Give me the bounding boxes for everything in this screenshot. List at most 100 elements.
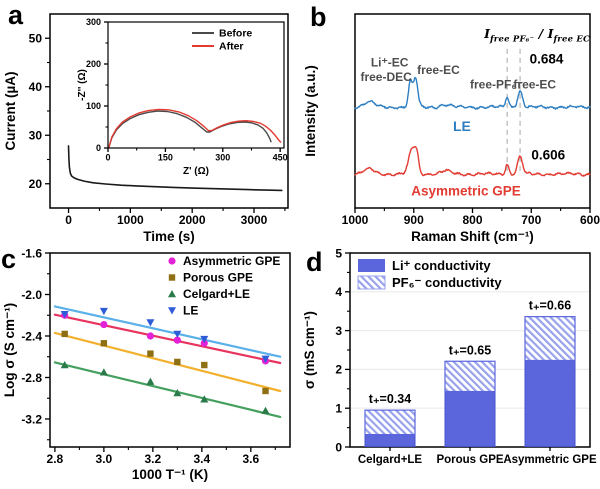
panel-letter-d: d <box>306 247 323 277</box>
point-porous-gpe <box>174 358 181 366</box>
point-le <box>200 335 209 344</box>
point-porous-gpe <box>262 387 269 395</box>
nyquist-before <box>108 110 272 148</box>
x-axis-label: Time (s) <box>143 229 195 244</box>
legend-label: LE <box>183 304 198 318</box>
x-tick-label: 300 <box>215 152 230 162</box>
y-tick-label: -2.8 <box>21 371 42 385</box>
y-tick-label: 4 <box>335 285 342 299</box>
y-tick-label: 200 <box>86 59 101 69</box>
fit-line-le <box>53 305 282 358</box>
legend-marker <box>168 257 176 265</box>
y-tick-label: 30 <box>29 129 43 143</box>
point-celgard-le <box>146 377 155 385</box>
point-porous-gpe <box>201 361 208 369</box>
y-tick-label: 0 <box>96 143 101 153</box>
annotation-asymmetric-gpe: Asymmetric GPE <box>411 183 521 198</box>
x-tick-label: 800 <box>462 213 482 227</box>
point-le <box>99 307 108 316</box>
y-tick-label: 1 <box>335 402 342 416</box>
legend-marker <box>168 307 176 315</box>
point-le <box>60 311 69 319</box>
point-celgard-le <box>60 361 69 369</box>
bar-li-porous-gpe <box>444 391 496 448</box>
transference-number-label: t₊=0.65 <box>449 343 491 357</box>
y-tick-label: 50 <box>29 32 43 46</box>
annotation-free-dec: free-DEC <box>360 70 412 84</box>
x-tick-label: 150 <box>158 152 173 162</box>
annotation-li-ec: Li⁺-EC <box>371 55 409 69</box>
legend-marker <box>168 290 176 298</box>
fit-line-asymmetric-gpe <box>53 313 282 365</box>
point-celgard-le <box>173 389 182 397</box>
annotation-le: LE <box>453 118 471 134</box>
panel-a-chronoamperometry: 0 1000 2000 3000 20 30 40 50 Time (s) Current (µA… <box>0 0 300 245</box>
point-porous-gpe <box>100 340 108 347</box>
panel-c-plot: 2.8 3.0 3.2 3.4 3.6 -1.6 -2.0 -2.4 -2.8 -3.2 1000 … <box>2 246 291 482</box>
legend-swatch-solid <box>358 259 385 272</box>
category-label: Asymmetric GPE <box>503 454 597 466</box>
intensity-ratio-formula: Ifree PF₆⁻ / Ifree EC <box>450 26 590 45</box>
x-tick-label: 0 <box>105 152 110 162</box>
transference-number-label: t₊=0.66 <box>529 299 571 313</box>
y-tick-label: 20 <box>29 177 43 191</box>
x-tick-label: 3.6 <box>242 452 259 466</box>
legend-swatch-hatched <box>357 275 386 290</box>
bar-pf-asymmetric-gpe <box>524 316 576 362</box>
x-tick-label: 3.4 <box>193 452 210 466</box>
y-tick-label: 300 <box>86 17 101 27</box>
formula-i2: I <box>547 26 554 41</box>
y-tick-label: -2.4 <box>21 329 42 343</box>
panel-letter-b: b <box>310 2 327 32</box>
x-tick-label: 700 <box>521 213 541 227</box>
x-axis-label: Raman Shift (cm⁻¹) <box>411 229 534 244</box>
current-decay-curve <box>67 145 283 192</box>
x-tick-label: 600 <box>580 213 600 227</box>
legend-label-li: Li⁺ conductivity <box>392 258 491 273</box>
point-celgard-le <box>99 368 108 376</box>
annotation-free-ec: free-EC <box>417 63 460 77</box>
point-le <box>146 319 155 327</box>
point-celgard-le <box>261 406 270 414</box>
fit-line-celgard-le <box>53 361 282 418</box>
y-axis-label: -Z'' (Ω) <box>77 69 88 101</box>
x-axis-label: Z' (Ω) <box>183 166 209 177</box>
formula-sep: / <box>534 26 548 41</box>
annotation-free-pf-: free-PF₆⁻ <box>470 78 523 92</box>
point-celgard-le <box>200 395 209 403</box>
y-tick-label: 0 <box>335 440 342 454</box>
point-le <box>261 355 270 363</box>
x-tick-label: 900 <box>404 213 424 227</box>
panel-b-raman-spectra: 1000 900 800 700 600 Raman Shift (cm⁻¹) Intens… <box>300 0 600 245</box>
category-label: Porous GPE <box>436 454 503 466</box>
annotation-0-606: 0.606 <box>531 148 565 163</box>
formula-sub2: free EC <box>553 34 590 45</box>
point-le <box>173 330 182 338</box>
panel-d-plot: 0 1 2 3 4 5 σ (mS cm⁻¹) Celgard+LE t₊=0.34 Porous… <box>302 246 597 466</box>
y-tick-label: -1.6 <box>21 246 42 260</box>
nyquist-after <box>108 108 282 148</box>
bar-li-celgard-le <box>364 434 416 447</box>
point-asymmetric-gpe <box>173 336 181 344</box>
legend-marker <box>168 274 176 281</box>
y-axis-label: Intensity (a.u.) <box>303 65 318 157</box>
x-axis-label: 1000 T⁻¹ (K) <box>132 467 208 482</box>
x-tick-label: 450 <box>273 152 288 162</box>
x-tick-label: 2000 <box>179 213 206 227</box>
y-axis-label: Log σ (S cm⁻¹) <box>2 303 17 397</box>
panel-b-plot: 1000 900 800 700 600 Raman Shift (cm⁻¹) Intens… <box>303 13 600 244</box>
y-tick-label: 100 <box>86 101 101 111</box>
panel-letter-c: c <box>1 244 17 274</box>
a_inset-frame <box>107 21 285 149</box>
point-porous-gpe <box>61 330 68 338</box>
bar-li-asymmetric-gpe <box>524 359 576 447</box>
point-asymmetric-gpe <box>200 339 208 347</box>
c-frame <box>49 252 291 448</box>
x-tick-label: 3.2 <box>145 452 162 466</box>
inset-legend-label: After <box>219 41 244 53</box>
y-tick-label: 2 <box>335 363 342 377</box>
point-porous-gpe <box>147 350 154 357</box>
legend-label-pf6: PF₆⁻ conductivity <box>392 275 502 290</box>
